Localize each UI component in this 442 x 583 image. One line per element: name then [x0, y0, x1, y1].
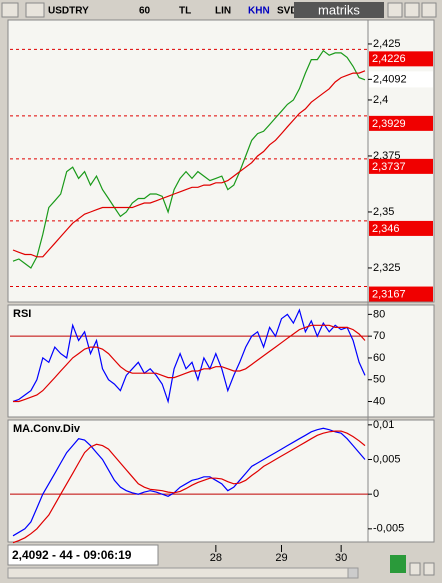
- x-tick-label: 29: [275, 552, 287, 564]
- y-tick-label: 60: [373, 352, 385, 364]
- y-tick-label: 50: [373, 374, 385, 386]
- level-label: 2,3167: [372, 288, 406, 300]
- series-line: [12, 308, 366, 404]
- level-label: 2,3929: [372, 118, 406, 130]
- panel-title: RSI: [13, 308, 31, 320]
- series-line: [12, 70, 366, 258]
- close-button[interactable]: [421, 2, 437, 18]
- series-line: [12, 49, 366, 269]
- level-box: [369, 51, 433, 67]
- series-line: [12, 430, 366, 544]
- toolbar-button[interactable]: SVD: [277, 6, 298, 17]
- y-tick-label: 2,325: [373, 262, 401, 274]
- panel-title: MA.Conv.Div: [13, 423, 81, 435]
- rsi-panel: [7, 304, 435, 418]
- series-line: [13, 324, 366, 403]
- y-tick-label: 2,35: [373, 206, 394, 218]
- level-box: [369, 220, 433, 236]
- x-tick-label: 30: [335, 552, 347, 564]
- status-box: [7, 544, 159, 566]
- status: 2,4092 - 44 - 09:06:19: [12, 548, 132, 562]
- scale[interactable]: LIN: [215, 6, 231, 17]
- y-tick-label: 0,01: [373, 419, 394, 431]
- minimize-button[interactable]: [387, 2, 403, 18]
- currency[interactable]: TL: [179, 6, 191, 17]
- toolbar-button[interactable]: KHN: [248, 6, 270, 17]
- level-label: 2,4226: [372, 53, 406, 65]
- y-tick-label: 0: [373, 488, 379, 500]
- y-tick-label: 70: [373, 330, 385, 342]
- scrollbar[interactable]: [7, 567, 359, 579]
- symbol[interactable]: USDTRY: [48, 6, 89, 17]
- brand-box: [294, 2, 384, 18]
- level-box: [369, 286, 433, 302]
- level-label: 2,346: [372, 223, 400, 235]
- price-panel: [7, 19, 435, 303]
- menu-button[interactable]: [1, 2, 19, 18]
- scroll-thumb[interactable]: [347, 567, 359, 579]
- period[interactable]: 60: [139, 6, 151, 17]
- level-box: [369, 115, 433, 131]
- y-tick-label: -0,005: [373, 523, 404, 535]
- last-box: [369, 71, 433, 88]
- left-button[interactable]: [409, 562, 421, 576]
- series-line: [12, 427, 366, 537]
- y-tick-label: 80: [373, 308, 385, 320]
- y-tick-label: 2,375: [373, 150, 401, 162]
- x-tick-label: 28: [210, 552, 222, 564]
- level-label: 2,3737: [372, 161, 406, 173]
- y-tick-label: 2,425: [373, 38, 401, 50]
- macd-panel: [7, 419, 435, 543]
- y-tick-label: 0,005: [373, 453, 401, 465]
- level-box: [369, 158, 433, 174]
- right-button[interactable]: [423, 562, 435, 576]
- brand: matriks: [318, 2, 360, 17]
- link-button[interactable]: [25, 2, 45, 18]
- y-tick-label: 40: [373, 395, 385, 407]
- y-tick-label: 2,4: [373, 94, 388, 106]
- last-label: 2,4092: [373, 73, 407, 85]
- refresh-button[interactable]: [390, 555, 406, 573]
- maximize-button[interactable]: [404, 2, 420, 18]
